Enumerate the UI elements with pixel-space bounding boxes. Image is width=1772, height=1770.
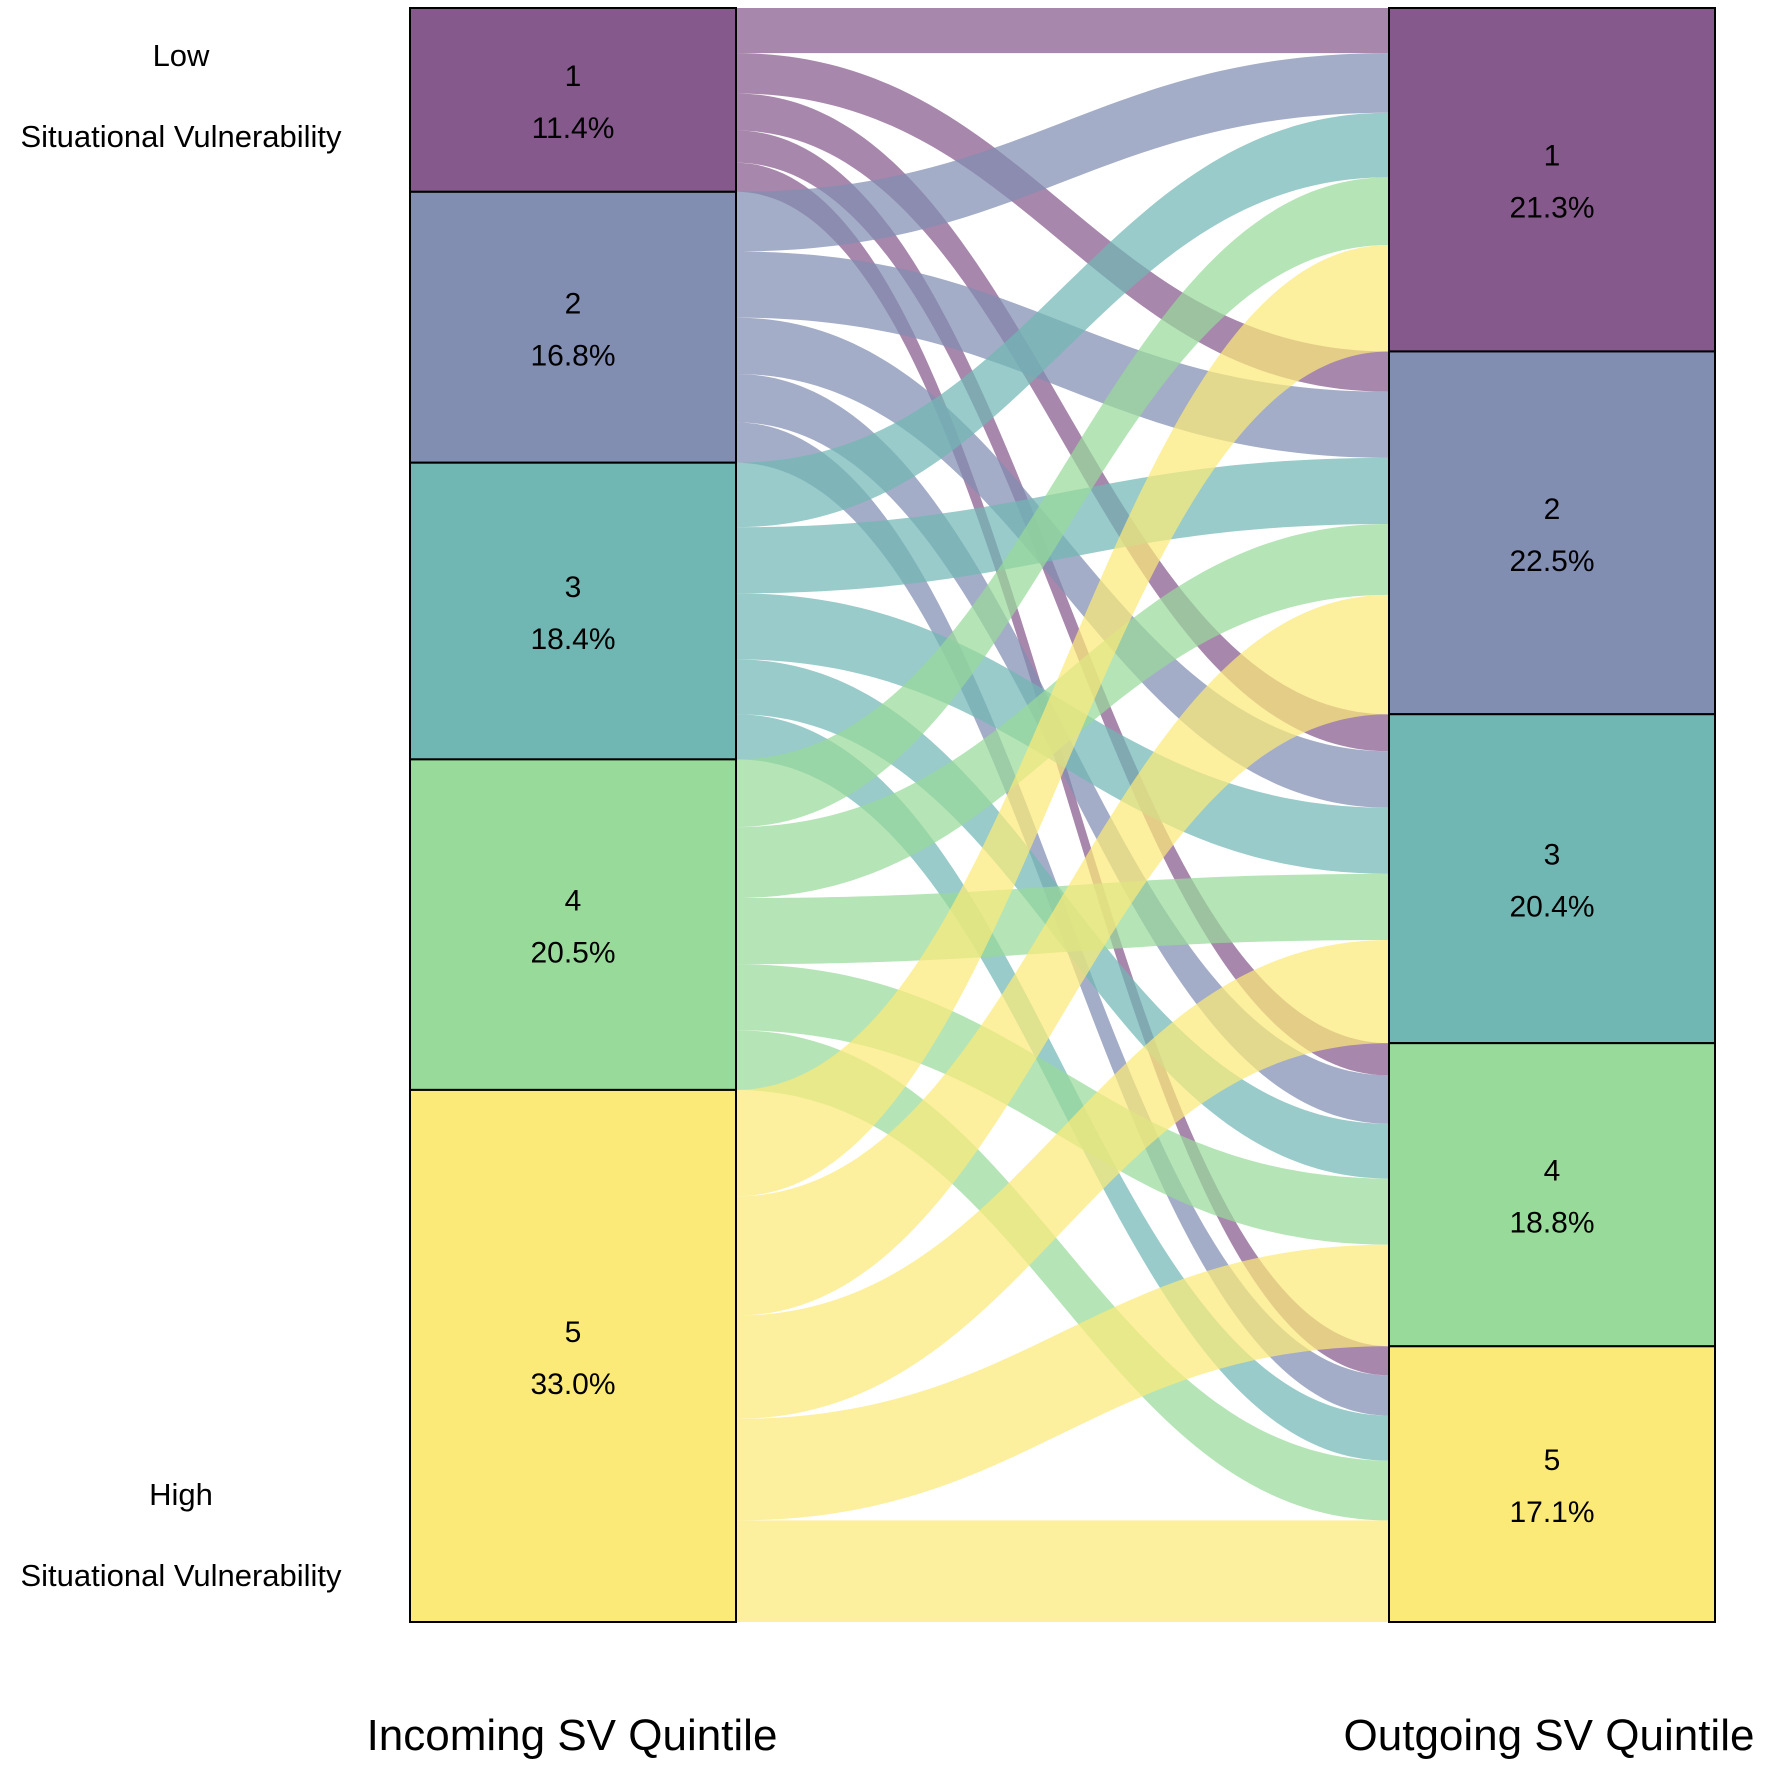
flow-5-to-5 <box>736 1520 1389 1622</box>
flows-layer <box>736 8 1389 1622</box>
incoming-stratum-3 <box>409 461 737 761</box>
flow-1-to-3 <box>736 93 1389 752</box>
incoming-stratum-4-name: 4 <box>565 885 582 918</box>
flow-4-to-5 <box>736 1030 1389 1521</box>
incoming-stratum-4-pct: 20.5% <box>530 937 615 970</box>
flow-2-to-1 <box>736 53 1389 252</box>
incoming-stratum-2-pct: 16.8% <box>530 339 615 372</box>
nodes-layer: 1 11.4% 2 16.8% 3 18.4% 4 20.5% 5 33.0% 1 21.3% 2 22.… <box>409 7 1716 1624</box>
labels-layer: Low Situational Vulnerability High Situa… <box>20 38 1754 1760</box>
outgoing-stratum-2 <box>1388 350 1716 716</box>
outgoing-stratum-3-name: 3 <box>1544 839 1561 872</box>
outgoing-stratum-3-pct: 20.4% <box>1509 891 1594 924</box>
outgoing-stratum-5-pct: 17.1% <box>1509 1496 1594 1529</box>
incoming-stratum-4 <box>409 758 737 1091</box>
low-label-line2: Situational Vulnerability <box>20 119 342 154</box>
flow-4-to-1 <box>736 177 1389 828</box>
incoming-axis-label: Incoming SV Quintile <box>367 1711 778 1760</box>
incoming-stratum-5 <box>409 1088 737 1623</box>
outgoing-stratum-4 <box>1388 1042 1716 1348</box>
outgoing-axis-label: Outgoing SV Quintile <box>1344 1711 1755 1760</box>
flow-5-to-3 <box>736 939 1389 1419</box>
incoming-stratum-5-pct: 33.0% <box>530 1368 615 1401</box>
outgoing-stratum-5-name: 5 <box>1544 1444 1561 1477</box>
outgoing-stratum-1-pct: 21.3% <box>1509 192 1594 225</box>
outgoing-stratum-1 <box>1388 7 1716 353</box>
incoming-stratum-1 <box>409 7 737 193</box>
flow-5-to-4 <box>736 1244 1389 1521</box>
flow-2-to-3 <box>736 317 1389 808</box>
incoming-stratum-1-pct: 11.4% <box>532 112 615 145</box>
low-label-line1: Low <box>153 38 210 73</box>
high-label-line1: High <box>149 1477 213 1512</box>
flow-5-to-1 <box>736 245 1389 1197</box>
flow-1-to-4 <box>736 130 1389 1076</box>
flow-1-to-2 <box>736 53 1389 392</box>
outgoing-stratum-5 <box>1388 1345 1716 1624</box>
flow-5-to-2 <box>736 594 1389 1316</box>
incoming-stratum-2 <box>409 190 737 464</box>
incoming-stratum-5-name: 5 <box>565 1316 582 1349</box>
incoming-stratum-3-name: 3 <box>565 571 582 604</box>
incoming-stratum-1-name: 1 <box>565 60 582 93</box>
outgoing-stratum-1-name: 1 <box>1544 140 1561 173</box>
outgoing-stratum-2-pct: 22.5% <box>1509 545 1594 578</box>
flow-1-to-1 <box>736 8 1389 54</box>
incoming-stratum-2-name: 2 <box>565 287 582 320</box>
flow-3-to-1 <box>736 112 1389 528</box>
outgoing-stratum-4-pct: 18.8% <box>1509 1207 1594 1240</box>
incoming-stratum-3-pct: 18.4% <box>530 623 615 656</box>
outgoing-stratum-3 <box>1388 713 1716 1045</box>
outgoing-stratum-4-name: 4 <box>1544 1155 1561 1188</box>
outgoing-stratum-2-name: 2 <box>1544 493 1561 526</box>
high-label-line2: Situational Vulnerability <box>20 1558 342 1593</box>
